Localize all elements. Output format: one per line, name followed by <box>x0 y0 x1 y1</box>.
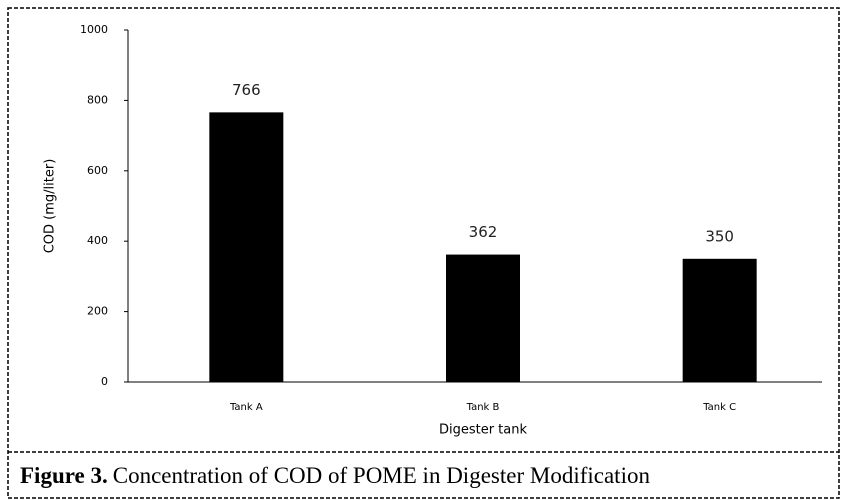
x-tick-label: Tank B <box>466 402 500 413</box>
figure-label: Figure 3. <box>20 463 108 488</box>
data-label: 362 <box>469 223 498 241</box>
bar <box>446 254 520 382</box>
y-tick-label: 800 <box>87 93 108 106</box>
x-tick-label: Tank C <box>702 402 736 413</box>
x-tick-label: Tank A <box>229 402 263 413</box>
bar <box>209 112 284 383</box>
chart-title: Concentration of COD of POME in Digester… <box>113 463 651 488</box>
data-label: 766 <box>232 81 261 99</box>
y-tick-label: 1000 <box>80 23 108 36</box>
y-tick-label: 200 <box>87 305 108 318</box>
y-tick-label: 600 <box>87 164 108 177</box>
bar <box>682 258 757 382</box>
caption: Figure 3. Concentration of COD of POME in… <box>20 463 650 488</box>
x-axis-title: Digester tank <box>439 423 528 438</box>
y-tick-label: 0 <box>101 375 108 388</box>
figure-border <box>7 7 840 499</box>
y-tick-label: 400 <box>87 234 108 247</box>
data-label: 350 <box>705 227 734 245</box>
y-axis-title: COD (mg/liter) <box>43 159 58 254</box>
